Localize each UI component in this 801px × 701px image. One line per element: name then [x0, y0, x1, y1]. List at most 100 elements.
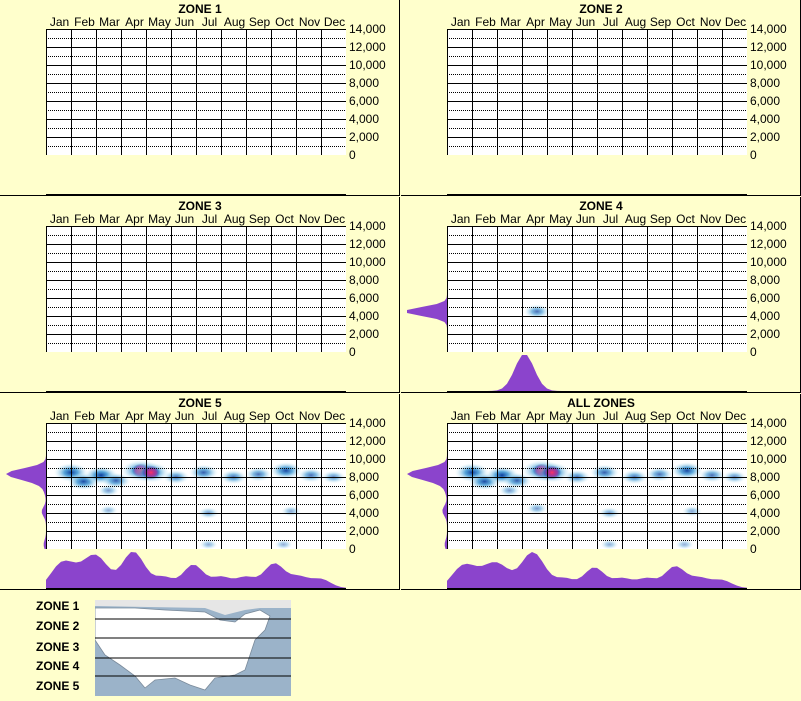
y-tick-label: 14,000 — [349, 22, 386, 36]
month-label: Jan — [49, 409, 70, 423]
y-tick-label: 0 — [349, 542, 356, 556]
heat-cell — [498, 484, 521, 497]
y-tick-label: 4,000 — [750, 309, 781, 323]
panel-5: ZONE 5 Jan Feb Mar Apr May Jun Jul Aug Sep Oct Nov D… — [0, 394, 400, 590]
month-label: Feb — [74, 409, 95, 423]
y-tick-label: 10,000 — [750, 58, 787, 72]
panel-title: ZONE 5 — [178, 396, 222, 410]
y-tick-label: 8,000 — [750, 76, 781, 90]
panel-title: ZONE 4 — [579, 199, 623, 213]
legend-zone-4: ZONE 4 — [36, 659, 80, 673]
month-label: Dec — [724, 212, 747, 226]
y-tick-label: 14,000 — [750, 219, 787, 233]
y-tick-label: 6,000 — [750, 94, 781, 108]
month-marginal — [447, 355, 747, 391]
marginal-baseline — [46, 588, 346, 589]
month-label: Jun — [174, 212, 195, 226]
y-tick-label: 4,000 — [349, 506, 380, 520]
y-tick-label: 10,000 — [750, 452, 787, 466]
month-label: Jul — [201, 15, 218, 29]
month-label: Aug — [223, 409, 246, 423]
month-label: Jul — [602, 212, 619, 226]
marginal-baseline — [447, 588, 747, 589]
marginal-baseline — [447, 194, 747, 195]
heatmap — [447, 423, 747, 549]
heat-cell — [698, 468, 726, 483]
month-label: Jan — [450, 409, 471, 423]
month-label: Jan — [49, 15, 70, 29]
legend-zone-5: ZONE 5 — [36, 679, 80, 693]
month-label: Jul — [602, 15, 619, 29]
month-label: Aug — [624, 409, 647, 423]
month-label: May — [549, 409, 572, 423]
marginal-baseline — [447, 391, 747, 392]
month-label: Nov — [298, 409, 321, 423]
month-label: Jul — [602, 409, 619, 423]
y-tick-label: 6,000 — [750, 488, 781, 502]
month-label: Oct — [275, 212, 294, 226]
month-label: Jan — [49, 212, 70, 226]
month-label: Apr — [125, 409, 144, 423]
month-label: Nov — [298, 15, 321, 29]
month-label: Jan — [450, 212, 471, 226]
month-label: Aug — [624, 212, 647, 226]
panel-4: ZONE 4 Jan Feb Mar Apr May Jun Jul Aug Sep Oct Nov D… — [401, 197, 801, 393]
heat-cell — [99, 505, 118, 516]
y-tick-label: 10,000 — [750, 255, 787, 269]
y-tick-label: 8,000 — [750, 273, 781, 287]
month-label: Oct — [275, 409, 294, 423]
heatmap — [46, 29, 346, 155]
month-label: Oct — [676, 409, 695, 423]
month-label: Dec — [724, 409, 747, 423]
heat-cell — [270, 462, 302, 480]
y-tick-label: 2,000 — [349, 130, 380, 144]
y-tick-label: 2,000 — [750, 327, 781, 341]
month-label: Jul — [201, 212, 218, 226]
y-tick-label: 14,000 — [750, 22, 787, 36]
marginal-baseline — [46, 194, 346, 195]
heatmap — [447, 29, 747, 155]
y-tick-label: 0 — [349, 148, 356, 162]
plot-area — [46, 423, 346, 549]
panel-1: ZONE 1 Jan Feb Mar Apr May Jun Jul Aug Sep Oct Nov D… — [0, 0, 400, 196]
month-label: Jan — [450, 15, 471, 29]
heat-cell — [675, 539, 694, 549]
month-label: May — [148, 212, 171, 226]
y-tick-label: 2,000 — [750, 524, 781, 538]
month-label: Mar — [99, 409, 120, 423]
y-tick-label: 10,000 — [349, 58, 386, 72]
heat-cell — [600, 539, 619, 549]
month-label: Aug — [624, 15, 647, 29]
panel-3: ZONE 3 Jan Feb Mar Apr May Jun Jul Aug Sep Oct Nov D… — [0, 197, 400, 393]
month-label: Oct — [275, 15, 294, 29]
month-label: Dec — [323, 212, 346, 226]
panel-6: ALL ZONES Jan Feb Mar Apr May Jun Jul Aug Sep Oct N… — [401, 394, 801, 590]
heat-cell — [188, 464, 219, 481]
y-tick-label: 2,000 — [349, 524, 380, 538]
heat-cell — [97, 484, 120, 497]
month-label: Aug — [223, 15, 246, 29]
y-tick-label: 10,000 — [349, 255, 386, 269]
month-label: Feb — [475, 15, 496, 29]
y-tick-label: 4,000 — [750, 112, 781, 126]
month-label: Sep — [649, 409, 672, 423]
month-label: Nov — [699, 212, 722, 226]
month-label: May — [148, 15, 171, 29]
y-tick-label: 12,000 — [750, 40, 787, 54]
y-tick-label: 12,000 — [349, 40, 386, 54]
month-label: Apr — [125, 15, 144, 29]
month-label: Aug — [223, 212, 246, 226]
month-marginal — [46, 552, 346, 588]
legend-zone-1: ZONE 1 — [36, 599, 80, 613]
y-tick-label: 0 — [750, 148, 757, 162]
month-label: Apr — [125, 212, 144, 226]
y-tick-label: 12,000 — [750, 434, 787, 448]
y-tick-label: 6,000 — [349, 94, 380, 108]
month-label: May — [148, 409, 171, 423]
heat-cell — [281, 505, 301, 517]
elevation-marginal — [407, 423, 447, 549]
y-tick-label: 12,000 — [349, 434, 386, 448]
month-label: Apr — [526, 212, 545, 226]
zone-legend: ZONE 1 ZONE 2 ZONE 3 ZONE 4 ZONE 5 — [0, 590, 801, 701]
month-label: Nov — [699, 409, 722, 423]
